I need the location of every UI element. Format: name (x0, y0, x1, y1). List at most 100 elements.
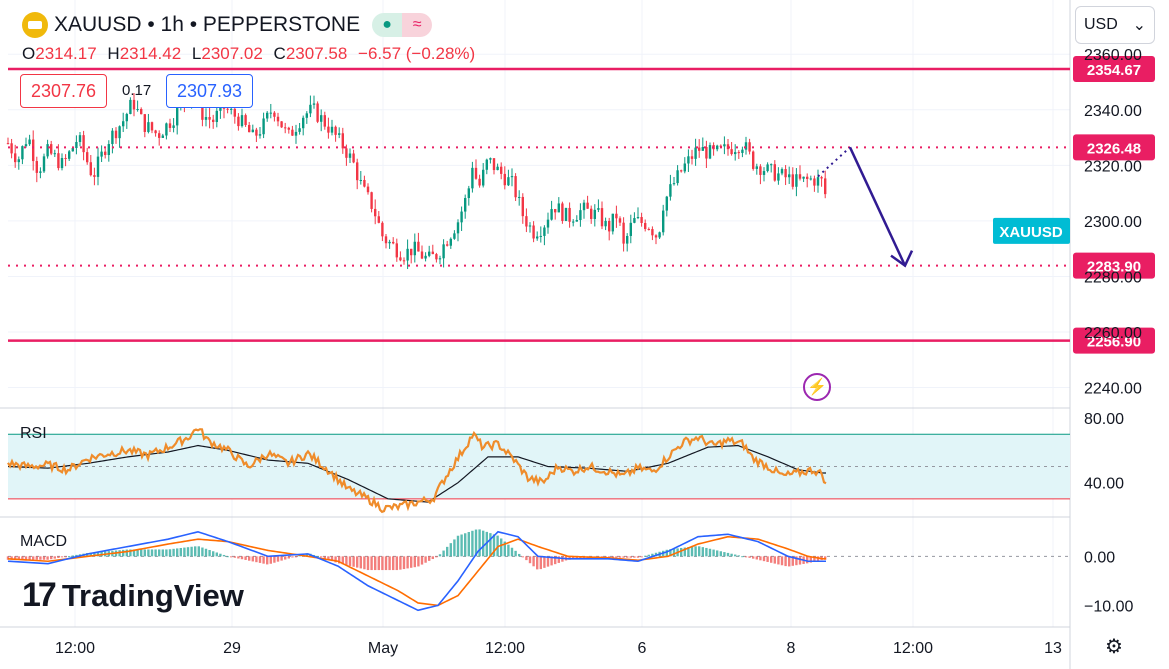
macd-histogram-bar (773, 556, 776, 564)
candle-body (572, 221, 575, 223)
macd-histogram-bar (665, 549, 668, 557)
price-tick-label: 2320.00 (1084, 158, 1142, 175)
macd-histogram-bar (428, 556, 431, 561)
macd-histogram-bar (316, 556, 319, 558)
candle-body (39, 171, 42, 173)
candle-body (618, 218, 622, 223)
candle-body (305, 113, 308, 118)
candle-body (410, 248, 413, 256)
low-label: L (191, 44, 202, 63)
macd-histogram-bar (712, 549, 715, 557)
macd-histogram-bar (672, 548, 676, 557)
macd-histogram-bar (388, 556, 391, 571)
macd-histogram-bar (161, 549, 164, 557)
currency-select[interactable]: USD ⌄ (1075, 6, 1155, 44)
candle-body (791, 174, 794, 187)
candle-body (312, 103, 316, 105)
candle-body (780, 169, 784, 174)
candle-body (381, 222, 384, 237)
macd-tick-label: −10.00 (1084, 598, 1133, 615)
candle-body (428, 251, 431, 256)
macd-histogram-bar (557, 556, 560, 563)
lightning-icon[interactable]: ⚡ (803, 373, 831, 401)
market-status-pill[interactable]: ● ≈ (372, 13, 433, 37)
candle-body (496, 166, 499, 171)
macd-histogram-bar (716, 550, 719, 557)
macd-histogram-bar (464, 533, 467, 557)
macd-histogram-bar (503, 541, 506, 557)
settings-icon[interactable]: ⚙ (1105, 636, 1123, 658)
candle-body (284, 127, 287, 129)
macd-histogram-bar (345, 556, 348, 566)
candle-body (806, 176, 809, 179)
macd-histogram-bar (356, 556, 359, 568)
macd-histogram-bar (21, 556, 24, 560)
candle-body (255, 129, 258, 136)
spread-value: 0.17 (122, 82, 152, 99)
candle-body (669, 184, 672, 197)
macd-histogram-bar (759, 556, 762, 561)
candle-body (158, 133, 161, 138)
close-value: 2307.58 (285, 44, 348, 63)
candle-body (237, 116, 240, 127)
macd-histogram-bar (507, 544, 510, 557)
projection-arrow (817, 146, 914, 268)
macd-histogram-bar (813, 556, 816, 562)
macd-histogram-bar (640, 556, 643, 558)
candle-body (431, 251, 434, 255)
candle-body (770, 164, 773, 166)
candle-body (561, 203, 564, 221)
candle-body (435, 254, 438, 260)
candle-body (341, 133, 344, 149)
macd-histogram-bar (222, 554, 226, 557)
buy-button[interactable]: 2307.93 (166, 74, 254, 108)
macd-label[interactable]: MACD (20, 533, 68, 550)
candle-body (701, 147, 704, 151)
candle-body (42, 156, 46, 172)
candle-body (348, 153, 352, 158)
macd-histogram-bar (276, 556, 280, 562)
macd-histogram-bar (456, 535, 460, 557)
candles (6, 86, 827, 270)
macd-histogram-bar (334, 556, 337, 563)
macd-histogram-bar (442, 550, 445, 557)
symbol-title[interactable]: XAUUSD • 1h • PEPPERSTONE ● ≈ (22, 12, 433, 38)
candle-body (820, 177, 823, 179)
macd-histogram-bar (701, 547, 704, 557)
candle-body (521, 196, 524, 217)
rsi-label[interactable]: RSI (20, 425, 47, 442)
macd-histogram-bar (71, 555, 74, 557)
candle-body (539, 235, 542, 237)
sell-button[interactable]: 2307.76 (20, 74, 108, 108)
macd-histogram-bar (60, 556, 64, 558)
macd-histogram-bar (482, 530, 485, 557)
candle-body (363, 179, 366, 187)
macd-histogram-bar (348, 556, 352, 566)
macd-histogram-bar (266, 556, 269, 565)
rsi-tick-label: 40.00 (1084, 476, 1124, 493)
symbol-badge-text: XAUUSD (999, 224, 1063, 241)
candle-body (86, 152, 89, 163)
macd-histogram-bar (485, 531, 488, 557)
candle-body (809, 178, 812, 180)
macd-histogram-bar (719, 551, 722, 557)
candle-body (399, 257, 402, 261)
candle-body (71, 148, 74, 152)
macd-histogram-bar (809, 556, 812, 563)
candle-body (424, 255, 427, 259)
macd-histogram-bar (629, 556, 632, 558)
macd-histogram-bar (284, 556, 287, 560)
macd-histogram-bar (269, 556, 272, 564)
candle-body (579, 210, 582, 221)
macd-histogram-bar (262, 556, 265, 564)
candle-body (294, 131, 298, 136)
candle-body (89, 162, 92, 176)
candle-body (388, 241, 391, 244)
macd-histogram-bar (248, 556, 251, 561)
macd-histogram-bar (6, 556, 10, 560)
macd-histogram-bar (683, 547, 686, 557)
candle-body (708, 145, 712, 159)
time-tick-label: 13 (1044, 640, 1062, 657)
candle-body (334, 126, 337, 135)
